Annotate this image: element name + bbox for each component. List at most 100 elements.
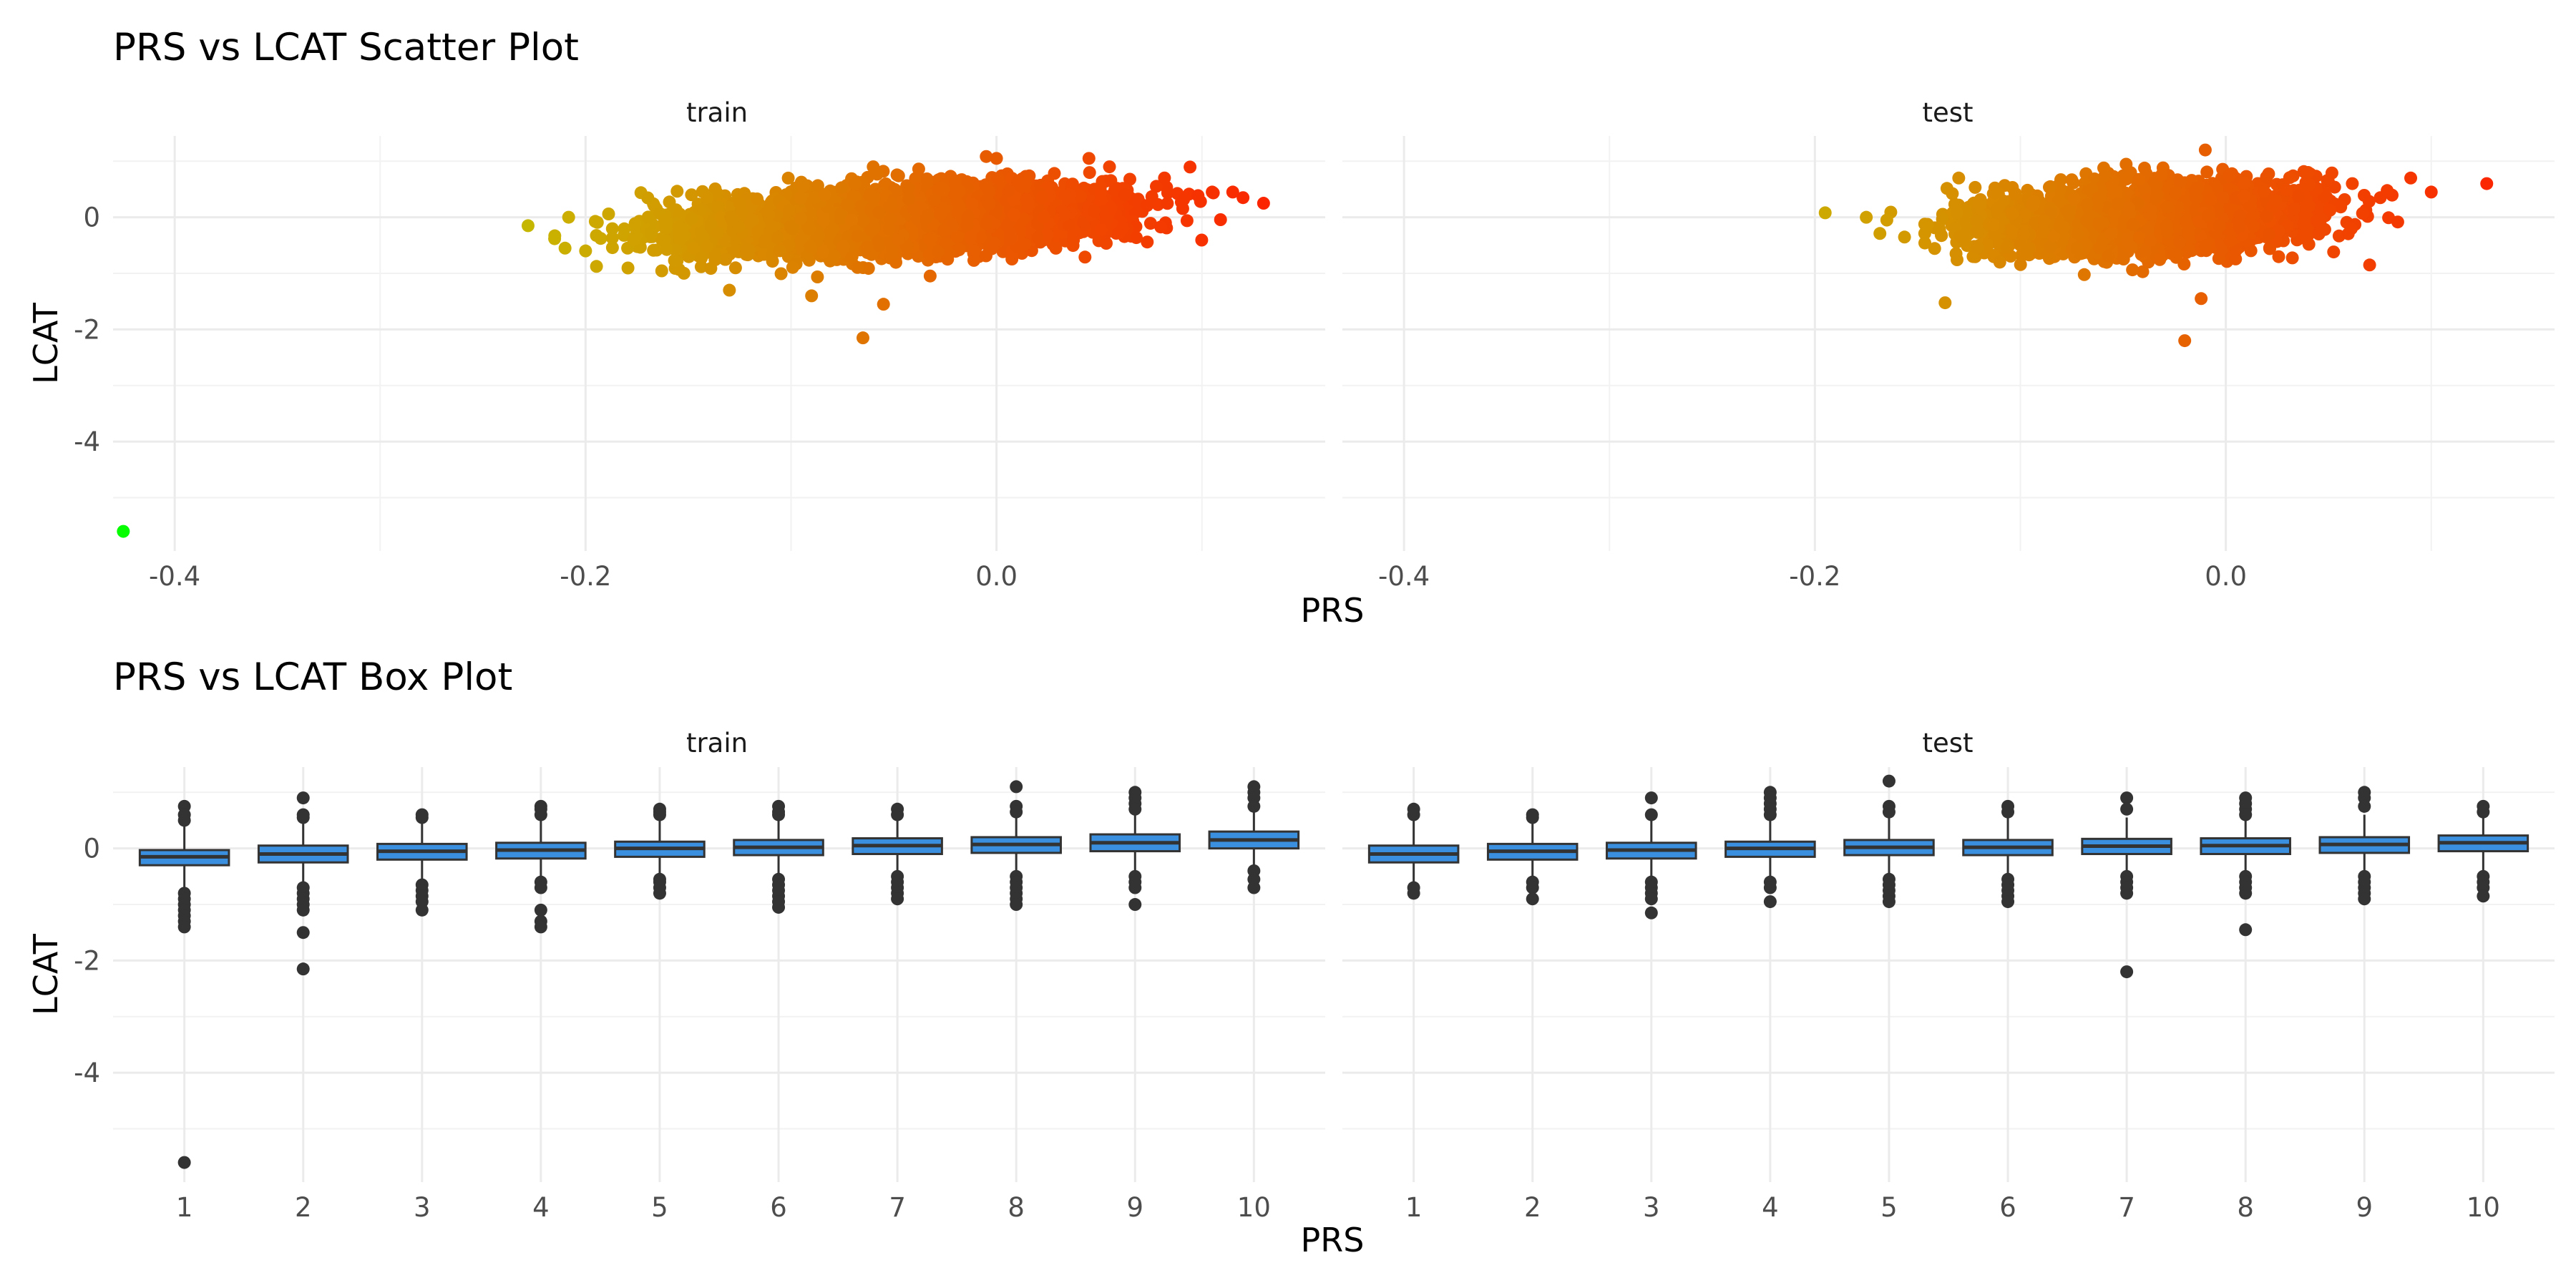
scatter-point [1161, 197, 1174, 210]
scatter-point [937, 224, 951, 238]
scatter-point [1236, 191, 1250, 205]
scatter-point [677, 266, 691, 280]
scatter-point [1154, 220, 1168, 234]
scatter-point [794, 212, 808, 225]
scatter-point [865, 223, 879, 237]
scatter-point [605, 241, 619, 255]
scatter-point [937, 202, 951, 215]
scatter-point [1206, 185, 1219, 199]
scatter-point [923, 269, 937, 283]
scatter-point [521, 219, 535, 233]
scatter-point [1184, 160, 1197, 174]
scatter-point [548, 229, 562, 243]
scatter-panel-train [113, 136, 1325, 551]
scatter-point [991, 172, 1005, 185]
scatter-point [924, 233, 937, 246]
scatter-point [786, 260, 799, 274]
scatter-point [848, 177, 862, 190]
scatter-point [1021, 200, 1035, 213]
scatter-point [1087, 204, 1101, 218]
scatter-point [758, 235, 772, 248]
scatter-point [856, 331, 869, 345]
scatter-point [877, 298, 890, 311]
scatter-point [1058, 208, 1072, 222]
scatter-point [864, 187, 877, 201]
scatter-point [1130, 231, 1143, 245]
scatter-point [1118, 188, 1132, 202]
scatter-point [1191, 189, 1205, 203]
scatter-point [621, 261, 635, 275]
scatter-point [1038, 210, 1050, 224]
scatter-point [627, 233, 640, 247]
scatter-point [774, 267, 788, 280]
scatter-point [2200, 165, 2214, 179]
scatter-point [675, 226, 688, 240]
scatter-point [827, 249, 841, 263]
scatter-point [817, 214, 830, 228]
scatter-point [1141, 199, 1154, 213]
scatter-point [726, 213, 739, 227]
scatter-point [818, 188, 831, 202]
scatter-point [990, 152, 1003, 165]
scatter-point [590, 260, 603, 273]
scatter-point [837, 240, 850, 253]
scatter-point [728, 261, 742, 275]
scatter-point [685, 212, 698, 225]
scatter-strip-train: train [686, 97, 748, 128]
scatter-point [658, 213, 671, 227]
scatter-point [816, 245, 829, 259]
scatter-point [1002, 184, 1015, 197]
scatter-point [579, 244, 592, 258]
scatter-point [719, 253, 733, 266]
scatter-point [645, 225, 658, 239]
scatter-point [902, 192, 916, 206]
scatter-point [1150, 180, 1163, 193]
scatter-point [979, 178, 992, 192]
scatter-point [932, 245, 945, 258]
scatter-point [1141, 235, 1154, 249]
scatter-chart-title: PRS vs LCAT Scatter Plot [113, 26, 579, 69]
scatter-point [2054, 173, 2067, 187]
scatter-point [618, 222, 631, 235]
scatter-point [824, 225, 837, 238]
scatter-point [641, 210, 655, 224]
scatter-point [1015, 180, 1028, 194]
scatter-point [1195, 233, 1209, 247]
scatter-point [562, 210, 575, 224]
scatter-point [751, 192, 764, 205]
scatter-point [851, 260, 864, 274]
scatter-point [711, 226, 725, 240]
scatter-point [804, 240, 817, 253]
scatter-point [962, 210, 975, 223]
scatter-point [851, 229, 864, 243]
scatter-point [558, 241, 572, 255]
scatter-point [782, 203, 796, 217]
scatter-point [1078, 250, 1092, 264]
scatter-point [811, 270, 824, 283]
scatter-point [746, 213, 759, 227]
scatter-point [964, 230, 977, 243]
scatter-point [890, 168, 904, 182]
scatter-point [771, 231, 784, 245]
scatter-point [1048, 167, 1061, 180]
scatter-point [1031, 231, 1045, 245]
scatter-point [1094, 223, 1108, 237]
scatter-point [687, 242, 701, 255]
scatter-point [892, 233, 905, 246]
scatter-point [1074, 190, 1088, 203]
scatter-point [867, 160, 880, 174]
scatter-point [980, 217, 993, 230]
scatter-point [948, 188, 962, 202]
scatter-point [1049, 241, 1063, 255]
scatter-point [733, 197, 747, 210]
scatter-point [1123, 172, 1136, 186]
scatter-point [2126, 263, 2140, 277]
scatter-point [781, 171, 795, 185]
scatter-point [685, 188, 698, 202]
scatter-point [701, 240, 714, 253]
scatter-point [1094, 185, 1108, 199]
scatter-point [117, 525, 130, 538]
scatter-point [1083, 166, 1096, 180]
scatter-point [1177, 192, 1191, 206]
scatter-point [628, 217, 642, 230]
